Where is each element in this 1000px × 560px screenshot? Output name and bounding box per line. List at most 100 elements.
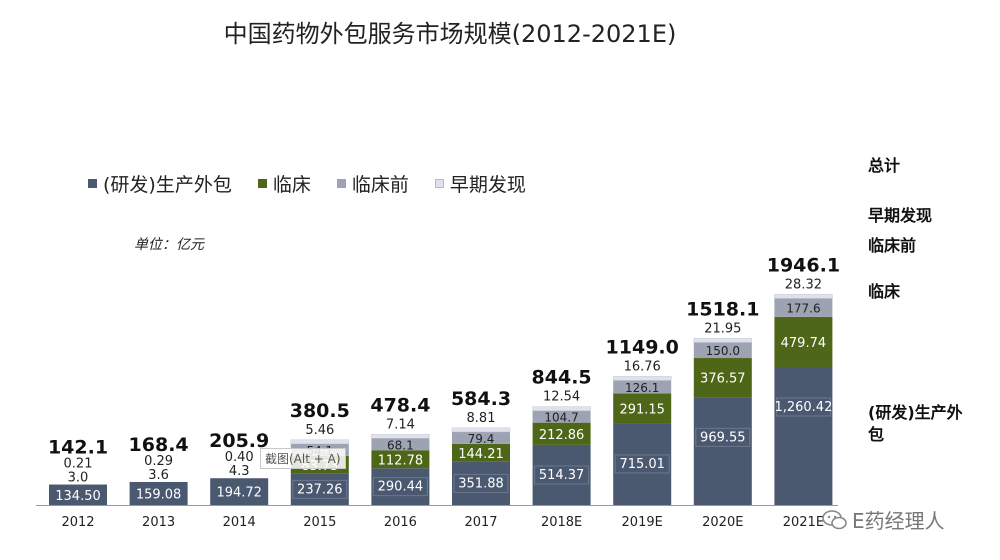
data-label-early: 5.46 [305, 423, 334, 438]
data-label-clinical: 376.57 [700, 372, 746, 387]
bar-early [693, 338, 753, 343]
bar-early [371, 434, 430, 439]
data-label-clinical: 291.15 [619, 403, 665, 418]
data-label-early: 0.40 [225, 450, 254, 465]
bar-manufacturing [693, 397, 752, 505]
total-label: 584.3 [451, 388, 511, 410]
data-label-clinical: 4.3 [229, 464, 250, 479]
unit-label: 单位：亿元 [134, 237, 204, 253]
watermark: E药经理人 [822, 505, 945, 534]
data-label-clinical: 3.6 [148, 468, 169, 483]
legend: (研发)生产外包 临床 临床前 早期发现 [88, 170, 526, 197]
bar-early [290, 439, 350, 445]
total-label: 478.4 [370, 394, 430, 416]
data-label-clinical: 112.78 [378, 453, 424, 468]
bar-clinical [774, 316, 833, 367]
data-label-box [453, 473, 509, 493]
right-label-preclinical: 临床前 [868, 236, 917, 255]
bar-clinical [693, 358, 752, 398]
data-label-preclinical: 68.1 [387, 438, 414, 452]
total-label: 205.9 [209, 430, 269, 452]
legend-item-clinical: 临床 [257, 170, 311, 197]
legend-swatch-early [434, 179, 444, 188]
chart-title: 中国药物外包服务市场规模(2012-2021E) [223, 20, 677, 48]
data-label-manufacturing: 715.01 [619, 457, 665, 472]
x-tick-label: 2014 [223, 515, 256, 530]
data-label-clinical: 212.86 [539, 428, 585, 443]
data-label-preclinical: 150.0 [706, 344, 740, 358]
data-label-box [534, 465, 590, 485]
total-label: 1149.0 [606, 336, 679, 358]
data-label-early: 21.95 [704, 321, 741, 336]
bar-early [451, 427, 511, 433]
bar-manufacturing [129, 481, 188, 505]
total-label: 142.1 [48, 437, 108, 459]
data-label-early: 7.14 [386, 417, 415, 432]
bar-preclinical [452, 431, 510, 444]
x-tick-label: 2017 [464, 515, 497, 530]
bar-manufacturing [210, 478, 269, 505]
total-label: 844.5 [532, 367, 592, 389]
data-label-manufacturing: 969.55 [700, 430, 746, 445]
right-label-early: 早期发现 [868, 206, 933, 225]
legend-label-preclinical: 临床前 [351, 174, 409, 196]
legend-item-manufacturing: (研发)生产外包 [88, 170, 232, 197]
data-label-preclinical: 177.6 [786, 302, 820, 316]
bar-clinical [532, 422, 591, 445]
legend-item-preclinical: 临床前 [336, 170, 409, 197]
bar-preclinical [532, 410, 591, 423]
data-label-preclinical: 104.7 [544, 411, 578, 425]
x-tick-label: 2012 [61, 515, 94, 530]
legend-swatch-preclinical [336, 179, 346, 188]
total-label: 380.5 [290, 400, 350, 422]
data-label-manufacturing: 237.26 [297, 482, 343, 497]
bar-clinical [452, 443, 510, 462]
data-label-manufacturing: 134.50 [55, 489, 101, 504]
total-label: 1518.1 [686, 298, 759, 320]
x-tick-label: 2021E [783, 515, 824, 530]
data-label-manufacturing: 290.44 [378, 480, 424, 495]
data-label-box [695, 427, 751, 447]
data-label-manufacturing: 514.37 [539, 468, 585, 483]
screenshot-tooltip: 截图(Alt + A) [260, 448, 346, 469]
x-tick-label: 2015 [303, 515, 336, 530]
x-tick-label: 2016 [384, 515, 417, 530]
x-tick-label: 2018E [541, 515, 582, 530]
data-label-early: 16.76 [624, 359, 661, 374]
data-label-manufacturing: 1,260.42 [774, 400, 832, 415]
data-label-box [614, 454, 670, 474]
data-label-early: 8.81 [467, 411, 496, 426]
legend-swatch-clinical [257, 179, 267, 188]
bar-preclinical [371, 438, 430, 451]
data-label-early: 0.21 [64, 457, 93, 472]
data-label-box [292, 479, 348, 499]
data-label-box [775, 397, 831, 417]
data-label-clinical: 3.0 [68, 471, 89, 486]
bar-clinical [613, 393, 672, 424]
right-label-total: 总计 [868, 156, 901, 175]
bar-early [532, 406, 591, 411]
legend-label-early: 早期发现 [449, 174, 526, 196]
data-label-manufacturing: 194.72 [216, 486, 262, 501]
data-label-box [372, 477, 428, 497]
data-label-manufacturing: 159.08 [136, 487, 182, 502]
bar-clinical [371, 450, 430, 469]
legend-label-manufacturing: (研发)生产外包 [103, 174, 232, 196]
legend-swatch-manufacturing [88, 179, 97, 188]
right-label-clinical: 临床 [868, 282, 901, 301]
total-label: 1946.1 [767, 254, 840, 276]
data-label-preclinical: 126.1 [625, 381, 659, 395]
data-label-early: 12.54 [543, 390, 580, 405]
bar-early [612, 376, 672, 381]
wechat-icon [822, 509, 847, 529]
data-label-manufacturing: 351.88 [458, 476, 504, 491]
watermark-text: E药经理人 [852, 509, 945, 533]
bar-preclinical [693, 342, 752, 359]
bar-preclinical [613, 380, 672, 394]
x-tick-label: 2019E [622, 515, 663, 530]
data-label-clinical: 144.21 [458, 447, 504, 462]
bar-manufacturing [774, 366, 833, 505]
data-label-early: 0.29 [144, 454, 173, 469]
data-label-preclinical: 79.4 [468, 432, 495, 446]
data-label-early: 28.32 [785, 277, 822, 292]
